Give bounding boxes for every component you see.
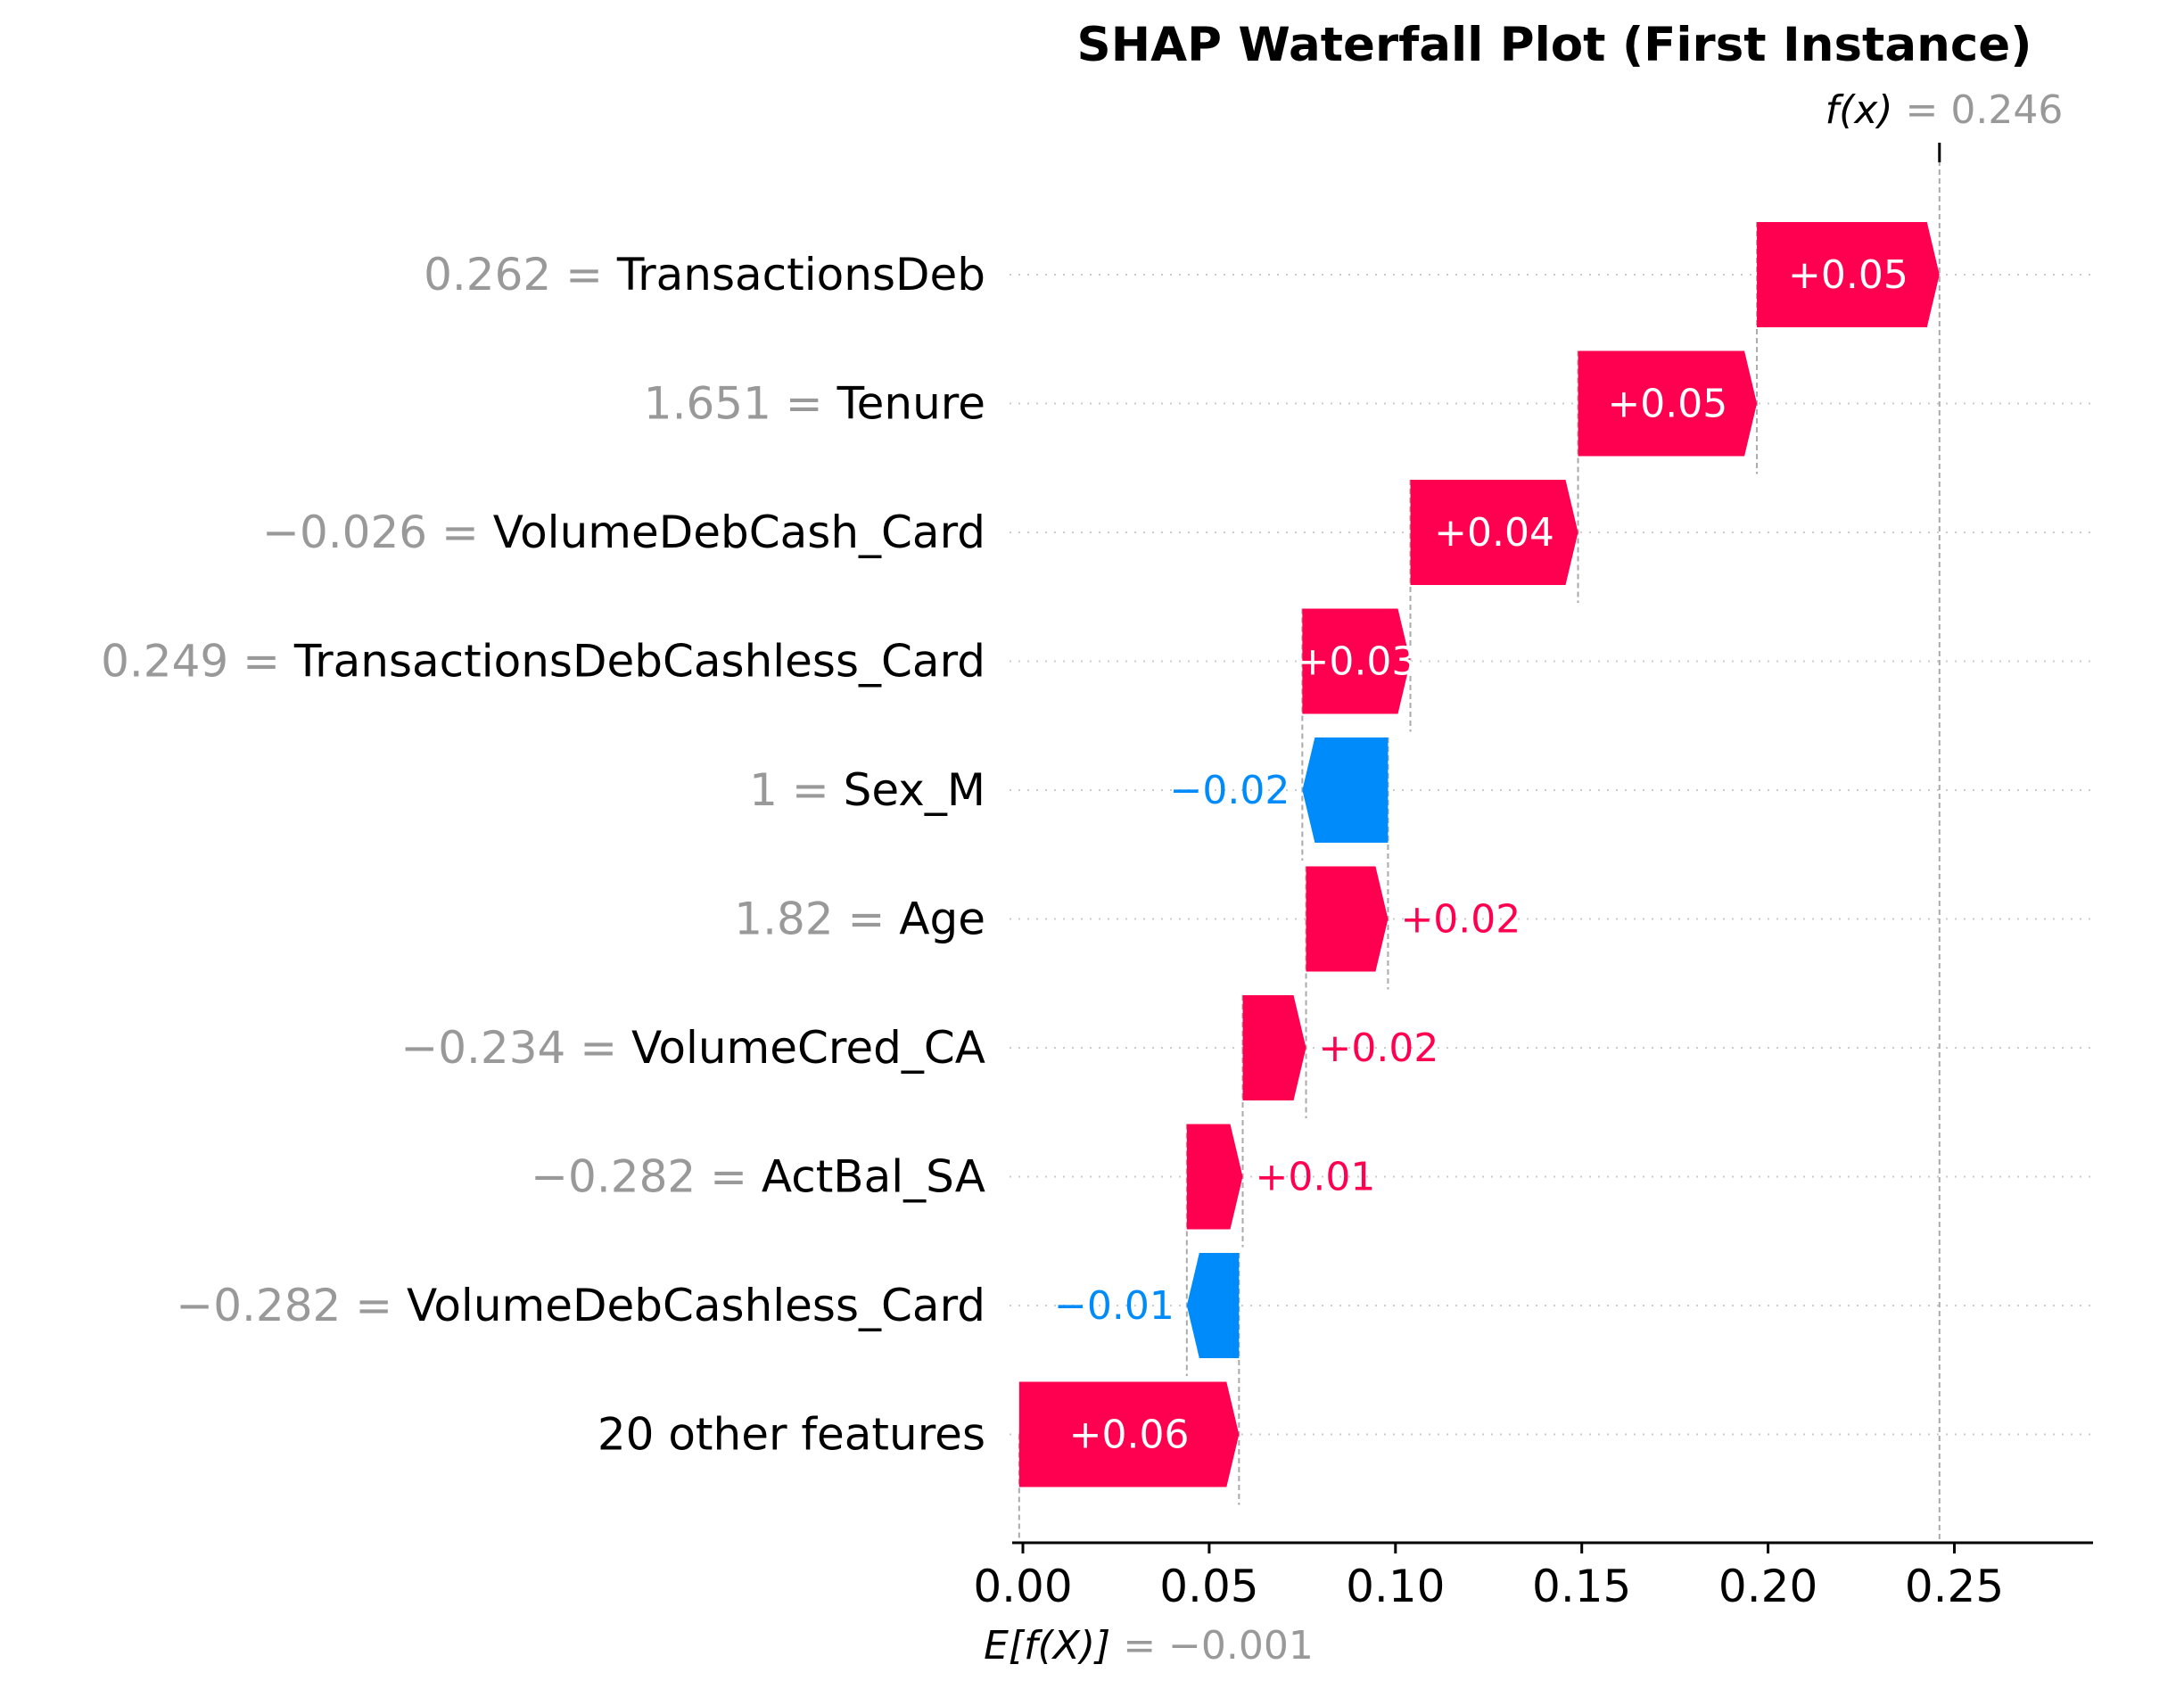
chart-title: SHAP Waterfall Plot (First Instance) [1077, 18, 2032, 72]
base-value-label: E[f(X)] = −0.001 [984, 1623, 1314, 1668]
feature-value: 0.262 = [424, 249, 617, 301]
bar-sex-m [1302, 737, 1389, 843]
feature-value: −0.026 = [262, 507, 493, 558]
feature-label: 1 = Sex_M [749, 764, 985, 816]
feature-label: 0.262 = TransactionsDeb [424, 249, 985, 301]
x-tick-label: 0.25 [1905, 1561, 2004, 1612]
connector-lines [1018, 143, 1941, 1543]
feature-label: −0.282 = VolumeDebCashless_Card [176, 1280, 985, 1331]
feature-label: 1.651 = Tenure [644, 378, 985, 430]
bar-transactionsdeb [1757, 222, 1940, 327]
fx-value: = 0.246 [1893, 87, 2064, 133]
x-tick-label: 0.15 [1532, 1561, 1631, 1612]
bar-value-label: +0.04 [1434, 510, 1554, 556]
ex-prefix: E[f(X)] [984, 1623, 1110, 1668]
feature-name: Sex_M [844, 764, 985, 816]
feature-value: 0.249 = [101, 636, 294, 688]
feature-value: 1 = [749, 764, 844, 816]
feature-value: −0.282 = [531, 1151, 762, 1203]
feature-name: TransactionsDeb [616, 249, 985, 301]
bar-value-label: −0.01 [1054, 1283, 1174, 1329]
bar-20-other-features [1018, 1381, 1240, 1487]
x-axis: 0.00 0.05 0.10 0.15 0.20 0.25 [973, 1541, 2093, 1612]
feature-value: 1.82 = [734, 894, 899, 945]
x-tick-label: 0.05 [1159, 1561, 1258, 1612]
feature-label: 1.82 = Age [734, 894, 985, 945]
feature-value: −0.282 = [176, 1280, 407, 1331]
x-tick-label: 0.10 [1346, 1561, 1445, 1612]
bar-value-label: +0.01 [1256, 1155, 1376, 1200]
bar-volumedebcash-card [1410, 480, 1578, 585]
x-tick-label: 0.00 [973, 1561, 1072, 1612]
bar-value-label: −0.02 [1170, 768, 1290, 813]
feature-value: 1.651 = [644, 378, 837, 430]
feature-label: −0.282 = ActBal_SA [531, 1151, 985, 1203]
feature-name: 20 other features [598, 1409, 985, 1461]
feature-name: VolumeDebCash_Card [493, 507, 985, 558]
bar-actbal-sa [1186, 1124, 1243, 1230]
feature-label: 20 other features [598, 1409, 985, 1461]
bar-age [1306, 866, 1389, 972]
x-tick-label: 0.20 [1718, 1561, 1817, 1612]
fx-prefix: f(x) [1825, 87, 1893, 133]
feature-labels: +0.05 0.262 = TransactionsDeb +0.05 1.651 =… [101, 249, 1908, 1461]
ex-value: = −0.001 [1110, 1623, 1314, 1668]
feature-name: ActBal_SA [762, 1151, 985, 1203]
bar-value-label: +0.03 [1297, 639, 1417, 685]
feature-label: −0.026 = VolumeDebCash_Card [262, 507, 985, 558]
feature-name: VolumeDebCashless_Card [407, 1280, 985, 1331]
feature-value: −0.234 = [400, 1022, 631, 1074]
bar-value-label: +0.05 [1788, 252, 1908, 298]
feature-name: Tenure [837, 378, 985, 430]
feature-label: 0.249 = TransactionsDebCashless_Card [101, 636, 985, 688]
bar-transactionsdebcashless-card [1302, 608, 1411, 714]
feature-name: TransactionsDebCashless_Card [293, 636, 985, 688]
bars [1018, 222, 1940, 1487]
feature-label: −0.234 = VolumeCred_CA [400, 1022, 985, 1074]
bar-value-label: +0.05 [1607, 382, 1727, 427]
bar-volumedebcashless-card [1186, 1253, 1240, 1358]
bar-value-label: +0.06 [1069, 1413, 1190, 1458]
bar-value-label: +0.02 [1319, 1026, 1439, 1071]
bar-tenure [1578, 350, 1758, 457]
feature-name: Age [899, 894, 985, 945]
feature-name: VolumeCred_CA [631, 1022, 985, 1074]
bar-value-label: +0.02 [1400, 897, 1521, 943]
grid-lines [1010, 274, 2091, 1436]
output-value-label: f(x) = 0.246 [1825, 87, 2064, 133]
bar-volumecred-ca [1242, 995, 1306, 1100]
